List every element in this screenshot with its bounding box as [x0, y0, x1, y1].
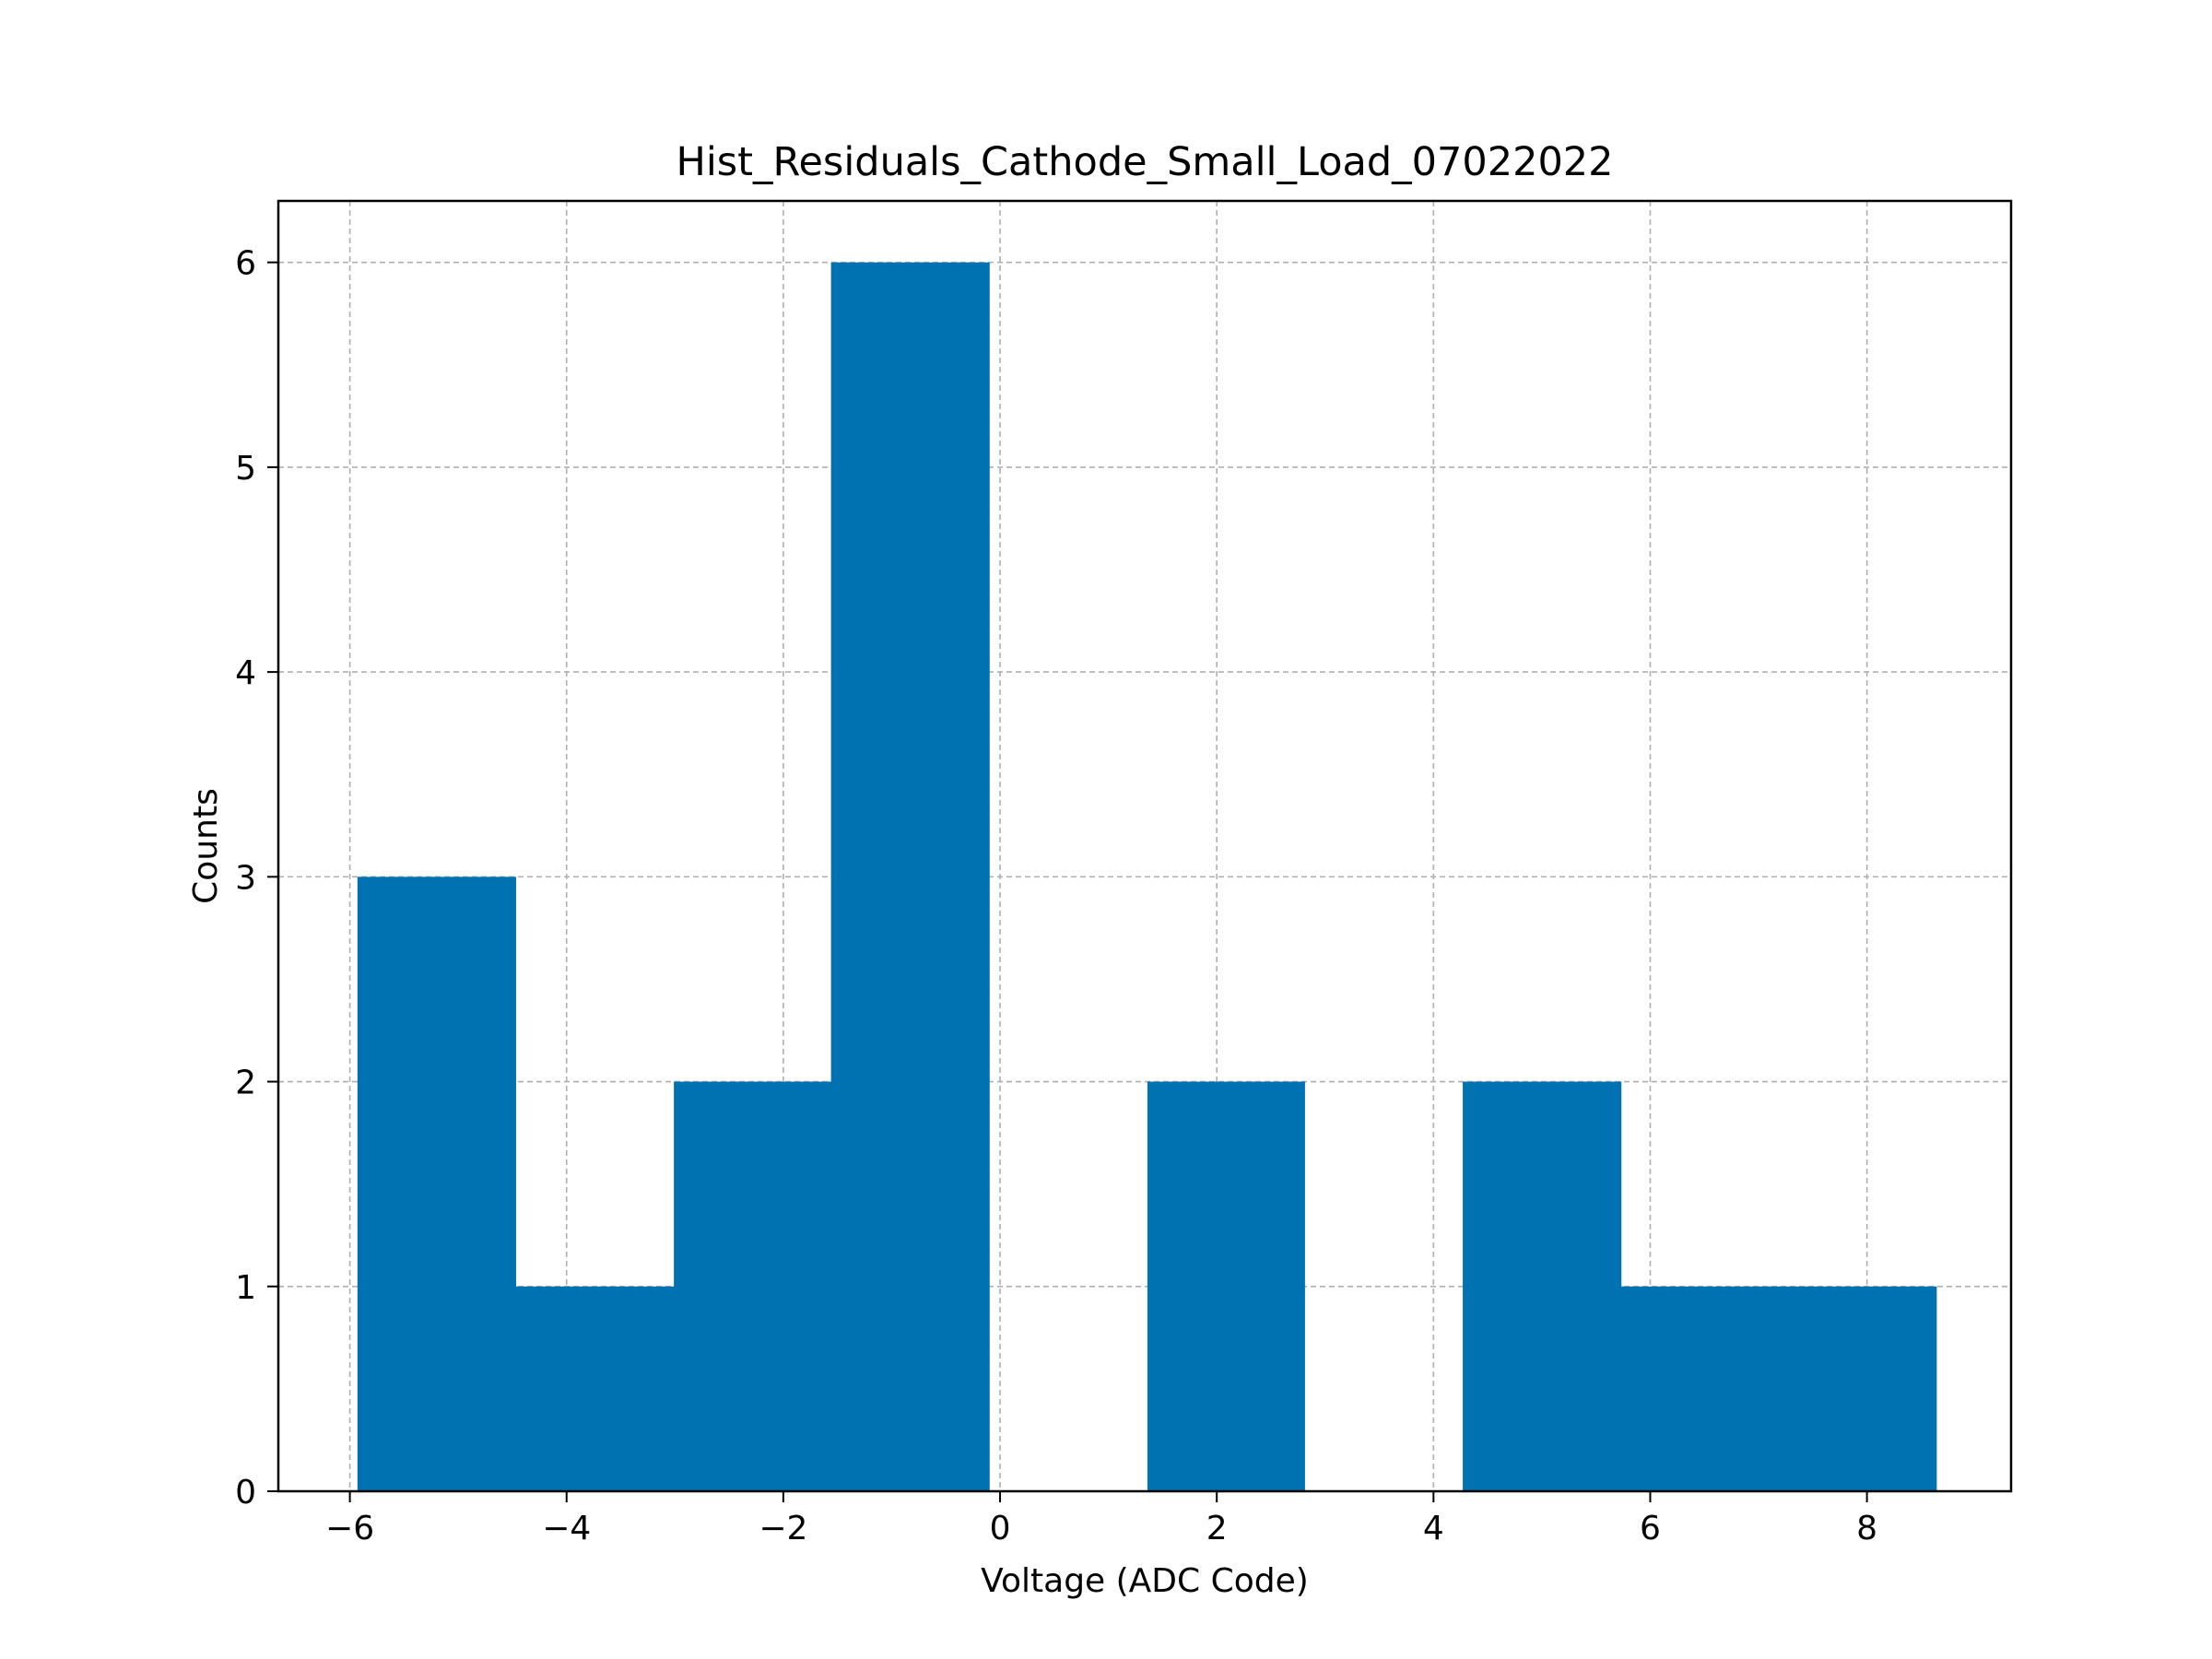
histogram-bar-3 — [830, 262, 990, 1492]
x-tick-label-7: 8 — [1856, 1510, 1877, 1547]
x-tick-label-6: 6 — [1640, 1510, 1661, 1547]
y-tick-label-5: 5 — [235, 450, 256, 488]
histogram-bars — [357, 262, 1937, 1492]
chart-title: Hist_Residuals_Cathode_Small_Load_070220… — [676, 139, 1613, 185]
histogram-bar-2 — [674, 1081, 832, 1491]
x-tick-label-5: 4 — [1423, 1510, 1444, 1547]
y-tick-label-3: 3 — [235, 859, 256, 897]
x-tick-label-0: −6 — [325, 1510, 374, 1547]
x-axis-ticks: −6 −4 −2 0 2 4 6 8 — [325, 1491, 1877, 1547]
histogram-bar-1 — [515, 1286, 675, 1491]
x-axis-label: Voltage (ADC Code) — [981, 1562, 1309, 1600]
x-tick-label-2: −2 — [759, 1510, 807, 1547]
histogram-bar-8 — [1620, 1286, 1779, 1491]
x-tick-label-4: 2 — [1206, 1510, 1228, 1547]
y-tick-label-4: 4 — [235, 654, 256, 692]
y-tick-label-2: 2 — [235, 1065, 256, 1102]
y-axis-label: Counts — [187, 788, 225, 904]
histogram-bar-5 — [1147, 1081, 1305, 1491]
y-axis-ticks: 0 1 2 3 4 5 6 — [235, 245, 278, 1512]
x-tick-label-3: 0 — [990, 1510, 1011, 1547]
y-tick-label-6: 6 — [235, 245, 256, 283]
histogram-bar-9 — [1778, 1286, 1937, 1491]
y-tick-label-1: 1 — [235, 1269, 256, 1307]
histogram-bar-0 — [357, 877, 516, 1491]
x-tick-label-1: −4 — [542, 1510, 591, 1547]
histogram-bar-7 — [1463, 1081, 1622, 1491]
y-tick-label-0: 0 — [235, 1474, 256, 1512]
axes-frame — [276, 199, 2013, 1493]
